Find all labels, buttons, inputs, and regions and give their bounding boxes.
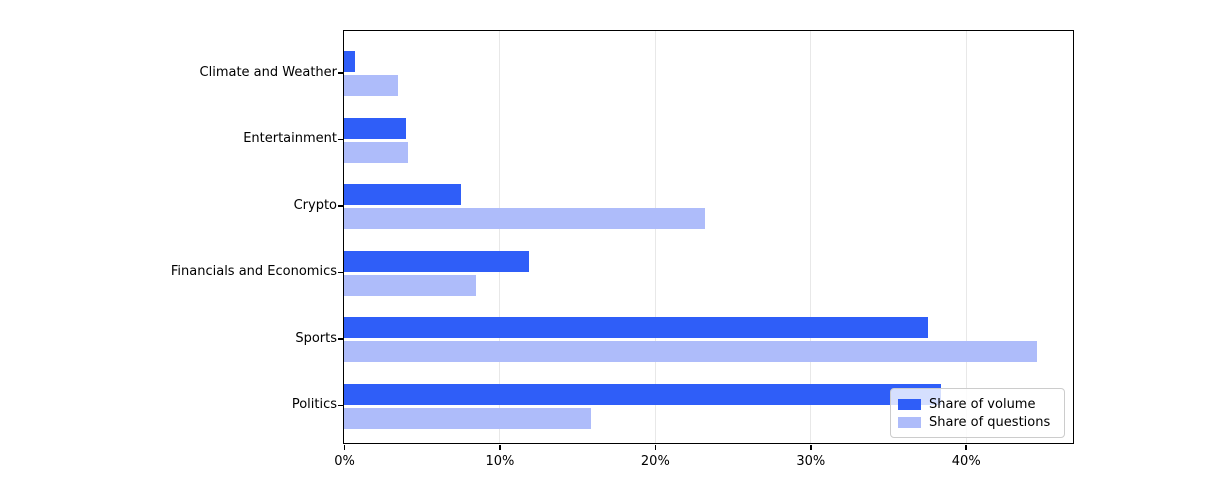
bar-questions-climate-and-weather	[344, 75, 399, 96]
gridline-20	[654, 31, 656, 443]
x-tick-30	[810, 445, 812, 450]
x-tick-20	[654, 445, 657, 450]
y-tick	[338, 205, 343, 207]
legend-label-volume: Share of volume	[929, 396, 1036, 412]
legend-entry-volume: Share of volume	[898, 395, 1056, 413]
x-tick-10	[499, 445, 501, 450]
x-tick-label-40: 40%	[951, 454, 981, 469]
category-label-politics: Politics	[291, 397, 337, 412]
bar-questions-crypto	[344, 208, 705, 229]
bar-questions-financials-and-economics	[344, 274, 477, 296]
category-label-crypto: Crypto	[293, 197, 337, 213]
y-tick	[338, 72, 343, 74]
plot-area: Share of volume Share of questions	[343, 30, 1074, 444]
x-tick-label-0: 0%	[334, 454, 355, 469]
bar-questions-sports	[344, 341, 1038, 362]
x-tick-40	[965, 445, 967, 450]
y-tick	[338, 271, 343, 273]
legend: Share of volume Share of questions	[890, 388, 1065, 438]
legend-swatch-questions	[898, 416, 921, 428]
x-tick-0	[343, 445, 346, 450]
category-label-entertainment: Entertainment	[243, 131, 337, 146]
legend-label-questions: Share of questions	[929, 414, 1051, 430]
gridline-40	[965, 31, 967, 443]
bar-questions-politics	[344, 407, 592, 429]
y-tick	[338, 404, 343, 406]
y-tick	[338, 138, 343, 140]
bar-volume-climate-and-weather	[344, 51, 355, 72]
y-tick	[338, 338, 343, 340]
gridline-30	[810, 31, 812, 443]
bar-volume-entertainment	[344, 117, 407, 139]
bar-volume-crypto	[344, 184, 461, 205]
x-tick-label-30: 30%	[796, 454, 826, 469]
bar-questions-entertainment	[344, 141, 408, 163]
category-label-climate-and-weather: Climate and Weather	[199, 64, 337, 80]
x-tick-label-20: 20%	[640, 454, 670, 469]
x-tick-label-10: 10%	[485, 454, 515, 469]
legend-entry-questions: Share of questions	[898, 413, 1056, 431]
category-label-sports: Sports	[295, 330, 337, 346]
gridline-10	[499, 31, 501, 443]
category-label-financials-and-economics: Financials and Economics	[170, 264, 337, 279]
bar-volume-financials-and-economics	[344, 250, 529, 272]
bar-volume-politics	[344, 383, 941, 405]
legend-swatch-volume	[898, 398, 921, 410]
bar-volume-sports	[344, 317, 929, 338]
